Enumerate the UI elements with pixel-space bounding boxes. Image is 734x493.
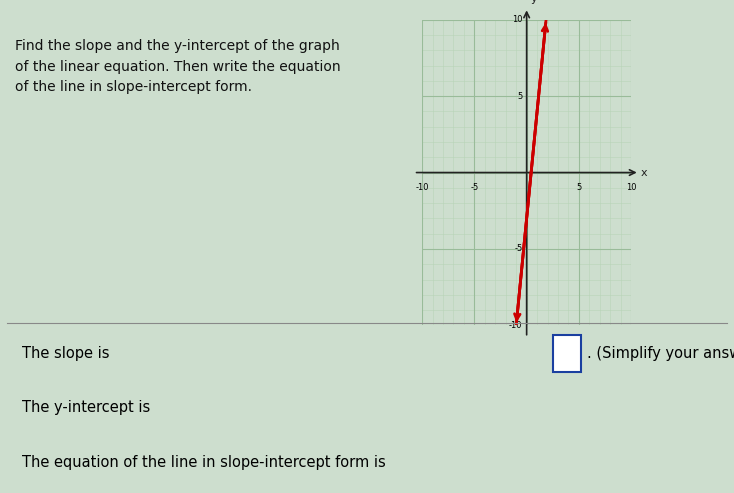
Text: The slope is: The slope is	[22, 346, 115, 361]
Text: . (Simplify your answer.): . (Simplify your answer.)	[586, 346, 734, 361]
Text: The y-intercept is: The y-intercept is	[22, 400, 155, 416]
Text: 10: 10	[626, 183, 636, 192]
Text: 5: 5	[576, 183, 581, 192]
Text: The equation of the line in slope-intercept form is: The equation of the line in slope-interc…	[22, 455, 390, 470]
Text: Find the slope and the y-intercept of the graph
of the linear equation. Then wri: Find the slope and the y-intercept of th…	[15, 39, 341, 95]
Text: 5: 5	[517, 92, 523, 101]
Text: 10: 10	[512, 15, 523, 24]
Text: -5: -5	[470, 183, 479, 192]
FancyBboxPatch shape	[553, 335, 581, 372]
Text: -10: -10	[509, 321, 523, 330]
Text: y: y	[531, 0, 537, 4]
Text: -5: -5	[515, 245, 523, 253]
Text: x: x	[641, 168, 647, 177]
Text: -10: -10	[415, 183, 429, 192]
